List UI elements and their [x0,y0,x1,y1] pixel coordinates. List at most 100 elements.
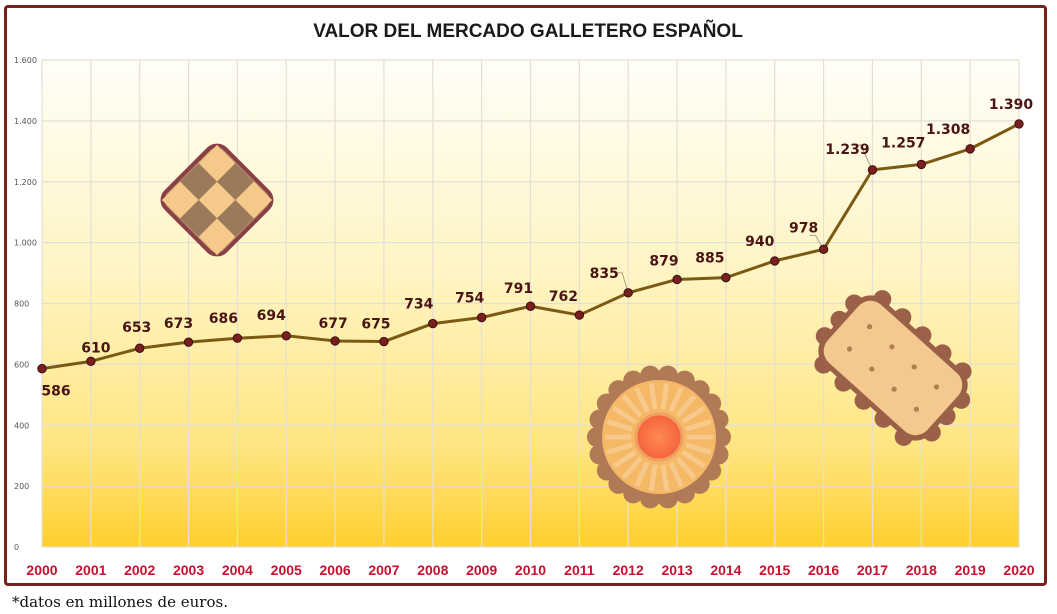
data-point [623,288,633,298]
data-point [525,301,536,311]
y-tick-label: 1.600 [14,56,37,65]
data-label: 885 [695,251,724,267]
data-point [574,310,585,320]
y-tick-label: 1.400 [14,117,37,126]
data-label: 673 [164,316,193,332]
x-tick-label: 2020 [1003,562,1034,578]
data-point [721,272,731,283]
x-tick-label: 2017 [857,562,888,578]
data-label: 1.390 [989,97,1034,113]
y-tick-label: 1.200 [14,178,37,187]
cookie-ray [675,456,697,480]
x-tick-label: 2009 [466,562,497,578]
data-point [379,336,389,347]
y-tick-label: 400 [14,421,29,430]
data-point [37,363,47,374]
y-tick-label: 800 [14,300,29,309]
cookie-ray [675,394,697,418]
x-tick-label: 2007 [368,562,399,578]
cookie-ray [660,383,670,410]
data-markers [37,119,1024,374]
data-label: 686 [209,311,238,327]
cookie-ray [634,386,650,413]
cookie-ray [681,405,706,424]
data-point [770,256,780,266]
flower-jam-cookie-icon [587,365,731,509]
data-point [476,312,487,323]
line-chart: VALOR DEL MERCADO GALLETERO ESPAÑOL 0 200… [14,20,1035,578]
data-label: 586 [41,384,70,400]
cookie-ray [648,464,658,491]
x-tick-label: 2013 [661,562,692,578]
label-leader-line [616,272,629,293]
data-label: 610 [81,340,110,356]
data-point [916,159,926,170]
data-label: 734 [404,297,433,313]
cookie-ray [634,461,650,488]
data-point [428,318,438,329]
data-point [672,274,682,285]
x-tick-label: 2005 [271,562,302,578]
data-label: 677 [318,316,347,332]
x-tick-label: 2004 [222,562,253,578]
cookie-ray [621,394,643,418]
x-tick-label: 2000 [26,562,57,578]
data-label: 754 [455,291,484,307]
x-tick-label: 2010 [515,562,546,578]
x-tick-label: 2011 [564,562,595,578]
x-tick-label: 2002 [124,562,155,578]
data-label: 1.257 [881,135,925,151]
cookie-ray [685,442,712,455]
y-tick-label: 200 [14,482,29,491]
cookie-ray [621,456,643,480]
label-leader-line [854,144,873,171]
x-tick-label: 2019 [955,562,986,578]
data-labels: 586 610 653 673 686 694 677 675 734 754 791 762 835 8… [41,97,1033,400]
y-tick-label: 600 [14,360,29,369]
data-point [232,333,243,343]
x-tick-label: 2001 [75,562,106,578]
y-tick-label: 1.000 [14,239,37,248]
cookie-ray [685,419,712,432]
data-label: 675 [361,317,390,333]
data-point [281,331,291,341]
cookie-ray [681,450,706,469]
data-point [965,144,975,154]
label-leader-line [809,234,825,250]
cookie-ray [612,450,637,469]
x-tick-label: 2015 [759,562,790,578]
grid-lines [41,59,1020,548]
x-tick-label: 2003 [173,562,204,578]
cookie-ray [648,383,658,410]
x-tick-label: 2008 [417,562,448,578]
cookie-ray [606,419,633,432]
footnote: *datos en millones de euros. [12,593,228,611]
data-label: 978 [789,220,818,236]
y-tick-label: 0 [14,543,19,552]
cookie-ray [612,405,637,424]
data-label: 1.239 [825,142,869,158]
data-point [818,244,829,255]
y-axis-ticks: 0 200 400 600 800 1.000 1.200 1.400 1.600 [14,56,37,552]
data-label: 940 [745,234,774,250]
data-label: 653 [122,320,151,336]
label-leader-lines [616,144,873,293]
x-tick-label: 2018 [906,562,937,578]
data-point [1014,119,1024,129]
x-tick-label: 2012 [613,562,644,578]
cookie-ray [668,461,684,488]
x-tick-label: 2006 [320,562,351,578]
data-point [135,343,145,353]
data-label: 762 [549,289,578,305]
x-tick-label: 2014 [710,562,741,578]
cracker-biscuit-icon [814,290,972,446]
data-point [183,337,194,347]
chart-title: VALOR DEL MERCADO GALLETERO ESPAÑOL [313,20,743,42]
data-label: 694 [257,308,286,324]
data-point [867,165,878,175]
data-label: 879 [649,253,678,269]
x-tick-label: 2016 [808,562,839,578]
checkered-cookie-icon [160,143,274,257]
data-label: 835 [590,266,619,282]
cookie-ray [606,442,633,455]
